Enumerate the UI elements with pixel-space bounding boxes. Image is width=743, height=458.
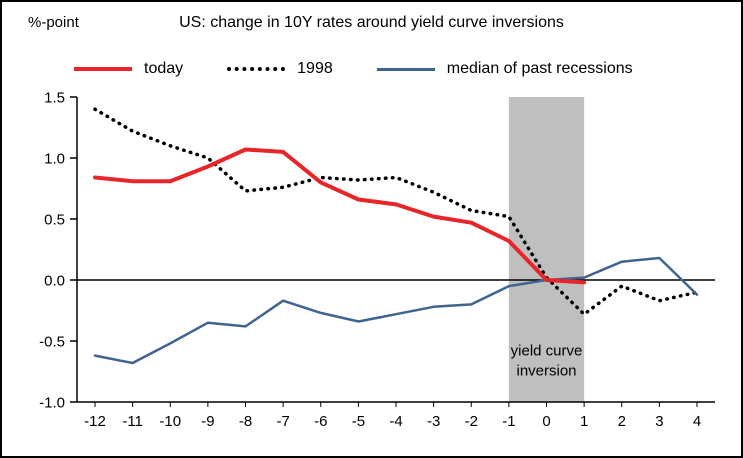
- legend-label-median: median of past recessions: [446, 60, 633, 77]
- y-tick-label: -0.5: [39, 333, 65, 350]
- series-line-1998: [93, 107, 699, 316]
- x-tick-label: -11: [122, 413, 143, 430]
- x-tick-label: -12: [84, 413, 106, 430]
- series-line-median-of-past-recessions: [93, 256, 699, 365]
- x-tick-label: -1: [502, 413, 515, 430]
- x-tick-label: 0: [542, 413, 550, 430]
- y-tick-label: 0.0: [44, 272, 65, 289]
- y-axis-unit-label: %-point: [28, 14, 79, 31]
- legend-line-sample-median: [376, 67, 435, 71]
- x-tick-label: -6: [314, 413, 327, 430]
- band-annotation: yield curve inversion: [511, 343, 583, 380]
- legend-item-1998: 1998: [227, 60, 333, 78]
- x-tick-label: -4: [389, 413, 402, 430]
- x-tick-label: 2: [618, 413, 626, 430]
- legend: today 1998 median of past recessions: [74, 60, 633, 78]
- inversion-band: [508, 97, 585, 402]
- legend-item-median: median of past recessions: [376, 60, 633, 78]
- x-tick-label: -2: [465, 413, 478, 430]
- series-line-today: [93, 147, 587, 285]
- legend-item-today: today: [74, 60, 183, 78]
- x-tick-label: -9: [201, 413, 214, 430]
- legend-label-today: today: [144, 60, 184, 77]
- chart-title: US: change in 10Y rates around yield cur…: [179, 14, 564, 31]
- x-tick-label: -7: [276, 413, 289, 430]
- x-tick-label: -10: [159, 413, 181, 430]
- x-tick-label: -8: [239, 413, 252, 430]
- y-tick-label: 0.5: [44, 211, 65, 228]
- y-tick-label: 1.5: [44, 89, 65, 106]
- x-tick-label: -3: [427, 413, 440, 430]
- y-tick-label: 1.0: [44, 150, 65, 167]
- y-tick-label: -1.0: [39, 394, 65, 411]
- legend-line-sample-1998: [227, 67, 286, 71]
- x-tick-label: -5: [352, 413, 365, 430]
- legend-label-1998: 1998: [297, 60, 333, 77]
- x-tick-label: 4: [693, 413, 701, 430]
- x-tick-label: 1: [580, 413, 588, 430]
- x-tick-label: 3: [655, 413, 663, 430]
- legend-line-sample-today: [74, 67, 132, 71]
